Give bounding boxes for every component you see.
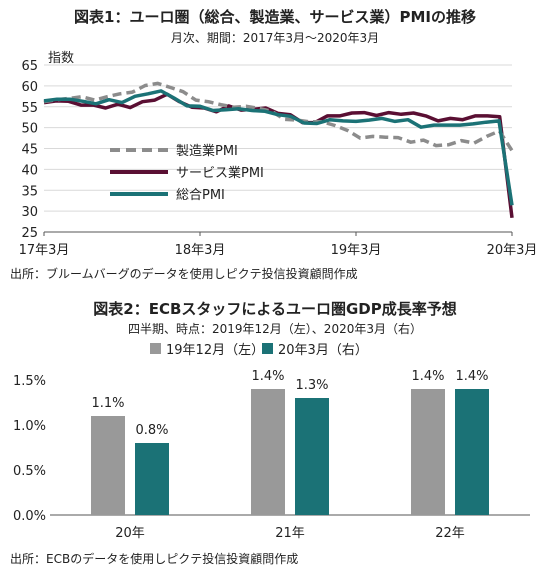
chart1-y-tick-label: 45 [21,143,38,158]
chart2-source: 出所：ECBのデータを使用しピクテ投信投資顧問作成 [10,551,298,566]
chart1-y-tick-label: 50 [21,122,38,137]
chart2-bars: 1.1% 0.8% 1.4% 1.3% 1.4% 1.4% [91,369,489,515]
chart2-legend-swatch [262,343,273,354]
chart2-data-label: 1.4% [411,369,444,384]
chart1-series-line-1 [43,92,514,219]
chart2-bar [251,389,285,515]
chart2-bar [295,398,329,515]
chart1-series [43,81,514,219]
chart1-source: 出所：ブルームバーグのデータを使用しピクテ投信投資顧問作成 [10,266,358,281]
chart2-y-tick-label: 0.0% [13,509,46,524]
chart1-x-tick-label: 17年3月 [19,243,70,258]
chart1-legend-label: 製造業PMI [176,143,238,159]
chart1-ylabel: 指数 [48,51,74,66]
chart2-x-tick-label: 21年 [275,526,305,541]
chart2-x-tick-label: 22年 [435,526,465,541]
chart1-subtitle: 月次、期間：2017年3月～2020年3月 [171,31,379,45]
chart2-legend-label: 20年3月（右） [278,343,368,358]
chart2-data-label: 1.3% [295,378,328,393]
chart2-data-label: 1.4% [455,369,488,384]
chart2-bar [411,389,445,515]
chart2-bar [135,443,169,515]
chart1-y-tick-label: 55 [21,101,38,116]
chart1-legend-label: 総合PMI [176,188,225,203]
chart2-y-tick-label: 1.0% [13,419,46,434]
chart1-y-tick-label: 60 [21,80,38,95]
chart2-legend-label: 19年12月（左） [166,343,264,358]
chart1-x-ticks: 17年3月 18年3月 19年3月 20年3月 [19,232,538,258]
chart1-x-tick-label: 19年3月 [331,243,382,258]
chart2-x-tick-label: 20年 [115,526,145,541]
chart2-data-label: 1.4% [251,369,284,384]
chart2-x-ticks: 20年 21年 22年 [115,526,465,541]
chart2-data-label: 0.8% [135,423,168,438]
chart2-y-tick-label: 1.5% [13,374,46,389]
chart1-legend-label: サービス業PMI [176,165,264,181]
chart2-data-label: 1.1% [91,396,124,411]
chart1-x-tick-label: 20年3月 [487,243,538,258]
chart2-bar [455,389,489,515]
chart2-subtitle: 四半期、時点：2019年12月（左）、2020年3月（右） [128,321,422,336]
chart2-y-tick-label: 0.5% [13,464,46,479]
chart1-legend: 製造業PMI サービス業PMI 総合PMI [110,143,264,203]
chart1-title: 図表1：ユーロ圏（総合、製造業、サービス業）PMIの推移 [74,8,476,26]
chart1-y-tick-label: 35 [21,184,38,199]
chart1-y-ticks: 25 30 35 40 45 50 55 60 65 [21,59,38,241]
chart1-y-tick-label: 65 [21,59,38,74]
chart1-series-line-0 [43,81,514,152]
chart2-legend: 19年12月（左） 20年3月（右） [150,343,368,358]
chart2-y-ticks: 0.0% 0.5% 1.0% 1.5% [13,374,530,524]
chart1-x-tick-label: 18年3月 [175,243,226,258]
chart2-title: 図表2：ECBスタッフによるユーロ圏GDP成長率予想 [93,300,456,318]
chart1-series-line-2 [43,89,514,206]
chart2-legend-swatch [150,343,161,354]
chart1-y-tick-label: 25 [21,226,38,241]
chart1-y-tick-label: 30 [21,205,38,220]
chart2-bar [91,416,125,515]
chart1-y-tick-label: 40 [21,163,38,178]
